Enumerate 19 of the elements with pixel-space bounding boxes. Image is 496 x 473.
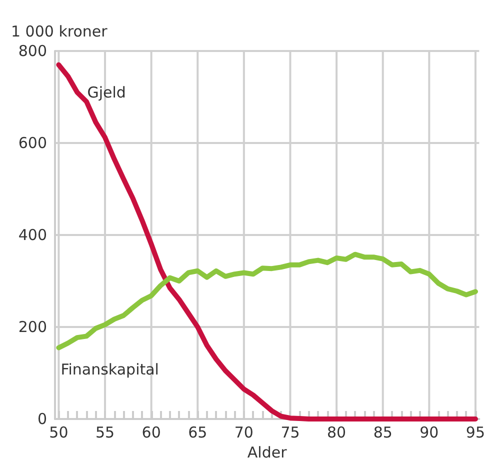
x-tick-label: 60	[142, 424, 161, 442]
y-axis-title: 1 000 kroner	[11, 22, 108, 40]
x-tick-label: 55	[95, 424, 115, 442]
x-tick-label: 70	[234, 424, 254, 442]
y-tick-label: 0	[37, 410, 47, 428]
x-tick-label: 80	[327, 424, 346, 442]
x-tick-label: 50	[49, 424, 68, 442]
y-tick-label: 800	[18, 42, 47, 60]
x-tick-label: 90	[420, 424, 439, 442]
series-label: Finanskapital	[60, 360, 159, 379]
y-tick-label: 400	[18, 226, 47, 244]
y-tick-label: 600	[18, 134, 47, 152]
y-tick-label: 200	[18, 318, 47, 336]
series-label: Gjeld	[87, 83, 126, 102]
x-axis-title: Alder	[247, 444, 288, 462]
x-tick-label: 95	[466, 424, 486, 442]
x-tick-label: 65	[188, 424, 208, 442]
x-tick-label: 85	[373, 424, 392, 442]
x-tick-label: 75	[280, 424, 300, 442]
